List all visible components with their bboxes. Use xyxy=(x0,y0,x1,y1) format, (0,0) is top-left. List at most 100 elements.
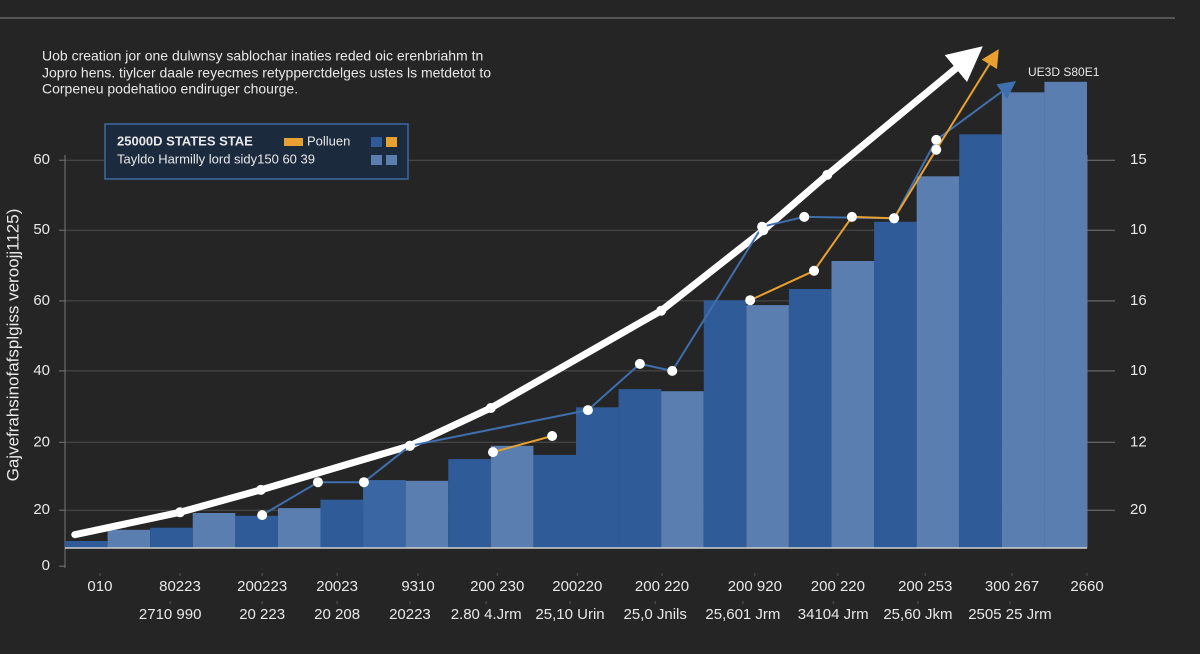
x-tick-label: 25,0 Jnils xyxy=(624,606,687,623)
corner-label: UE3D S80E1 xyxy=(1028,65,1100,79)
point xyxy=(889,213,900,224)
y2-tick-label: 10 xyxy=(1130,362,1147,379)
x-tick-label: 20023 xyxy=(316,578,358,595)
x-tick-label: 20 223 xyxy=(239,606,285,623)
x-tick-label: 9310 xyxy=(401,578,434,595)
y-tick-label: 50 xyxy=(33,221,50,238)
legend-swatch xyxy=(386,155,397,165)
y-tick-label: 60 xyxy=(33,292,50,309)
point xyxy=(487,447,498,458)
bar xyxy=(65,541,108,548)
point xyxy=(757,221,768,232)
point xyxy=(667,365,678,376)
point xyxy=(656,305,667,316)
point xyxy=(931,144,942,155)
bar xyxy=(576,407,619,548)
x-tick-label: 2.80 4.Jrm xyxy=(451,606,522,623)
x-tick-label: 25,10 Urin xyxy=(535,606,604,623)
point xyxy=(799,211,810,222)
bar xyxy=(277,508,321,548)
bar xyxy=(363,480,406,548)
bar xyxy=(320,499,364,548)
plot-area: 0 20 20 40 60 50 60 20 12 10 16 10 15 010 80223 200223 2… xyxy=(33,46,1147,623)
bar xyxy=(661,391,704,548)
x-tick-label: 25,60 Jkm xyxy=(883,606,952,623)
x-tick-label: 20 208 xyxy=(314,606,360,623)
x-tick-label: 200 230 xyxy=(470,578,524,595)
bar xyxy=(788,289,832,548)
point xyxy=(174,507,185,518)
bar xyxy=(150,527,193,548)
x-tick-label: 2505 25 Jrm xyxy=(968,606,1051,623)
point xyxy=(634,358,645,369)
legend-title: 25000D STATES STAE xyxy=(117,133,253,148)
y-tick-label: 0 xyxy=(42,557,50,574)
bar xyxy=(618,389,662,548)
description-line: Jopro hens. tiylcer daale reyecmes retyp… xyxy=(42,65,491,81)
bar xyxy=(192,513,236,548)
x-tick-label: 200 253 xyxy=(898,578,952,595)
point xyxy=(846,211,857,222)
point xyxy=(257,510,268,521)
x-tick-label: 2710 990 xyxy=(139,606,202,623)
x-tick-label: 200 220 xyxy=(635,578,689,595)
point xyxy=(822,169,833,180)
x-tick-label: 200 220 xyxy=(811,578,865,595)
point xyxy=(358,477,369,488)
bar xyxy=(107,529,151,548)
bar xyxy=(746,305,789,548)
bar xyxy=(1001,92,1045,549)
point xyxy=(582,405,593,416)
x-tick-label: 010 xyxy=(87,578,112,595)
point xyxy=(312,477,323,488)
point xyxy=(485,403,496,413)
x-tick-label: 34104 Jrm xyxy=(798,606,869,623)
legend-swatch xyxy=(284,138,303,146)
bar xyxy=(405,480,449,548)
y2-tick-label: 16 xyxy=(1130,292,1147,309)
point xyxy=(404,440,415,451)
y-tick-label: 60 xyxy=(33,151,50,168)
legend-swatch xyxy=(386,137,397,147)
x-tick-label: 2660 xyxy=(1070,578,1103,595)
x-tick-label: 20223 xyxy=(389,606,431,623)
x-tick-label: 200 920 xyxy=(728,578,782,595)
point xyxy=(547,431,558,441)
x-tick-label: 200223 xyxy=(237,578,287,595)
legend-swatch xyxy=(371,137,382,147)
bar xyxy=(533,454,576,548)
y-tick-label: 20 xyxy=(33,501,50,518)
description-line: Corpeneu podehatioo endiruger chourge. xyxy=(42,81,298,97)
legend: 25000D STATES STAE Polluen Tayldo Harmil… xyxy=(104,123,409,180)
x-tick-label: 300 267 xyxy=(985,578,1039,595)
bar xyxy=(1044,81,1087,549)
bar xyxy=(831,261,875,548)
point xyxy=(931,134,942,145)
y2-tick-label: 12 xyxy=(1130,433,1147,450)
x-tick-label: 25,601 Jrm xyxy=(705,606,780,623)
bar xyxy=(448,459,491,548)
y2-tick-label: 10 xyxy=(1130,221,1147,238)
bar xyxy=(874,221,917,549)
legend-label: Tayldo Harmilly lord sidy150 60 39 xyxy=(117,151,315,166)
bar xyxy=(235,515,278,548)
legend-box xyxy=(104,123,409,180)
bar xyxy=(959,134,1002,549)
point xyxy=(809,265,820,276)
y-tick-label: 40 xyxy=(33,362,50,379)
y-axis-label: Gajvefrahsinofafsplgiss veroojj1125) xyxy=(3,209,22,482)
y-tick-label: 20 xyxy=(33,433,50,450)
line-series xyxy=(491,435,554,454)
legend-label: Polluen xyxy=(307,133,350,148)
bar xyxy=(490,445,534,548)
legend-swatch xyxy=(371,155,382,165)
point xyxy=(745,295,756,306)
bar xyxy=(703,300,747,548)
line-series xyxy=(749,49,999,302)
x-tick-label: 200220 xyxy=(552,578,602,595)
y2-tick-label: 20 xyxy=(1130,501,1147,518)
description-line: Uob creation jor one dulwnsy sablochar i… xyxy=(42,48,483,64)
x-tick-label: 80223 xyxy=(159,578,201,595)
